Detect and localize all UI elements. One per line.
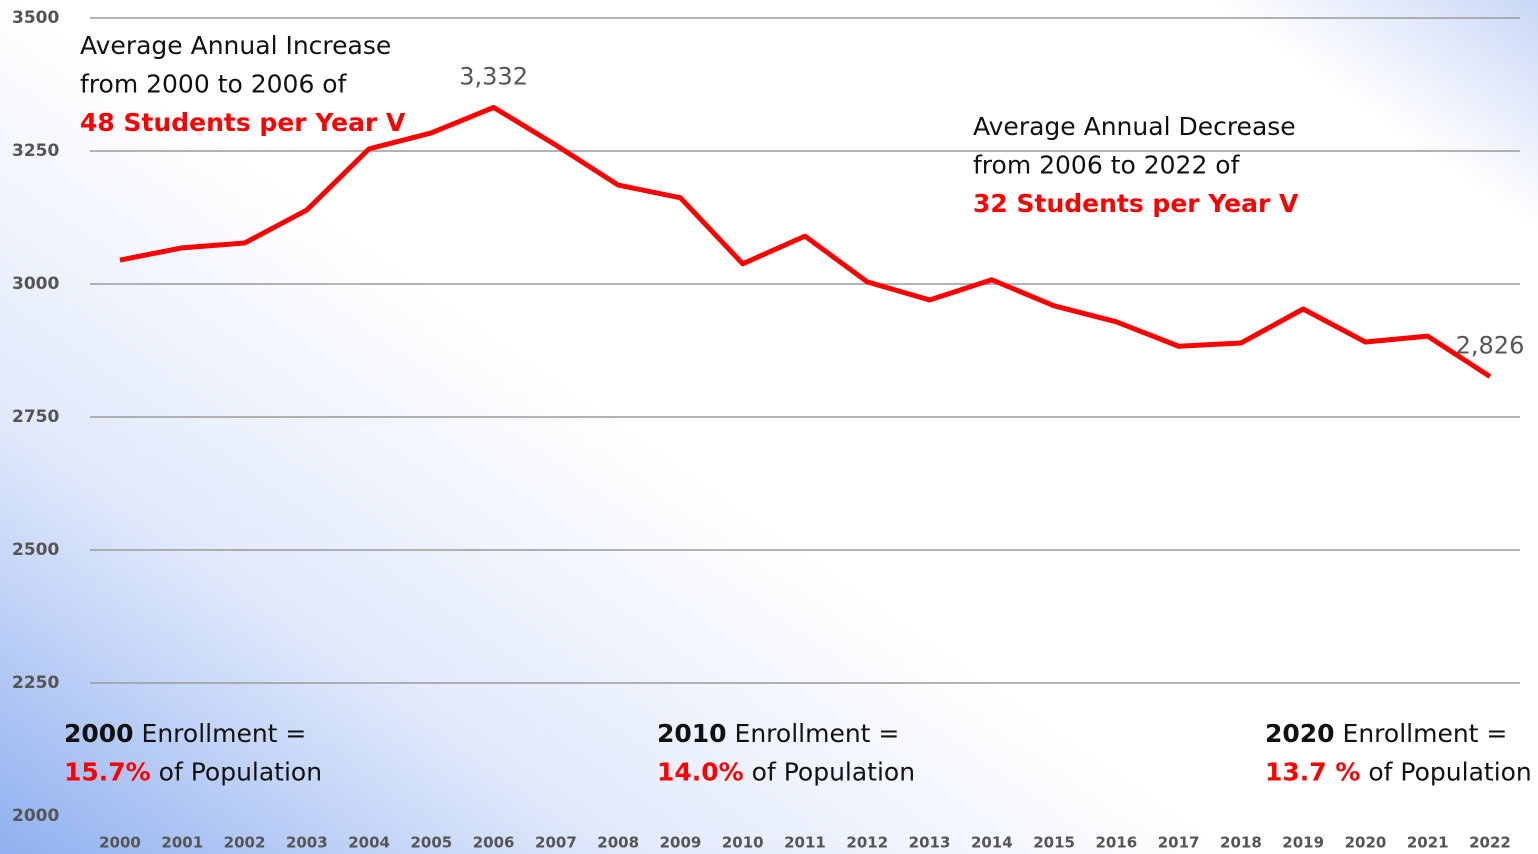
annotation-part: of Population (151, 758, 322, 787)
y-tick-label: 2000 (12, 806, 59, 826)
annotation: from 2000 to 2006 of (80, 70, 348, 99)
x-tick-label: 2019 (1282, 834, 1324, 852)
x-tick-label: 2020 (1345, 834, 1387, 852)
annotation-part: 48 Students per Year V (80, 108, 406, 137)
data-label: 3,332 (459, 62, 528, 90)
annotation: 14.0% of Population (657, 758, 915, 787)
annotation: Average Annual Increase (80, 31, 391, 60)
annotation-part: 15.7% (64, 758, 151, 787)
x-tick-label: 2000 (99, 834, 141, 852)
x-tick-label: 2012 (846, 834, 888, 852)
data-line (119, 104, 1492, 379)
x-tick-label: 2011 (784, 834, 826, 852)
x-tick-label: 2008 (597, 834, 639, 852)
x-tick-label: 2005 (410, 834, 452, 852)
x-tick-label: 2013 (909, 834, 951, 852)
annotation-part: 13.7 % (1265, 758, 1360, 787)
annotation-part: 14.0% (657, 758, 744, 787)
x-tick-label: 2006 (473, 834, 515, 852)
annotation-part: 32 Students per Year V (973, 189, 1299, 218)
y-tick-label: 2500 (12, 540, 59, 560)
annotation-part: Average Annual Decrease (973, 112, 1296, 141)
x-tick-label: 2018 (1220, 834, 1262, 852)
annotation-part: Enrollment = (1335, 719, 1508, 748)
annotation: 2000 Enrollment = (64, 719, 306, 748)
annotation-part: of Population (744, 758, 915, 787)
x-tick-label: 2004 (348, 834, 390, 852)
annotation-part: Enrollment = (134, 719, 307, 748)
x-tick-label: 2022 (1469, 834, 1511, 852)
y-tick-label: 3000 (12, 274, 59, 294)
x-tick-label: 2002 (224, 834, 266, 852)
x-tick-label: 2017 (1158, 834, 1200, 852)
data-label: 2,826 (1456, 332, 1525, 360)
x-tick-label: 2001 (161, 834, 203, 852)
x-tick-label: 2014 (971, 834, 1013, 852)
x-tick-label: 2016 (1095, 834, 1137, 852)
x-tick-label: 2003 (286, 834, 328, 852)
annotation-part: 2010 (657, 719, 727, 748)
x-tick-label: 2009 (660, 834, 702, 852)
annotation-part: from 2000 to 2006 of (80, 70, 348, 99)
annotation-part: Enrollment = (727, 719, 900, 748)
annotation-part: Average Annual Increase (80, 31, 391, 60)
annotation: 48 Students per Year V (80, 108, 406, 137)
annotation-part: from 2006 to 2022 of (973, 151, 1241, 180)
annotation-part: of Population (1360, 758, 1531, 787)
annotation-part: 2020 (1265, 719, 1335, 748)
x-tick-label: 2010 (722, 834, 764, 852)
annotation: 32 Students per Year V (973, 189, 1299, 218)
x-tick-label: 2007 (535, 834, 577, 852)
annotation: 13.7 % of Population (1265, 758, 1532, 787)
y-tick-label: 2250 (12, 673, 59, 693)
y-tick-label: 3250 (12, 141, 59, 161)
annotation: 2010 Enrollment = (657, 719, 899, 748)
y-tick-label: 3500 (12, 8, 59, 28)
annotation: Average Annual Decrease (973, 112, 1296, 141)
x-tick-label: 2015 (1033, 834, 1075, 852)
annotation: 2020 Enrollment = (1265, 719, 1507, 748)
y-tick-label: 2750 (12, 407, 59, 427)
annotation: 15.7% of Population (64, 758, 322, 787)
x-tick-label: 2021 (1407, 834, 1449, 852)
annotation-part: 2000 (64, 719, 134, 748)
annotation: from 2006 to 2022 of (973, 151, 1241, 180)
